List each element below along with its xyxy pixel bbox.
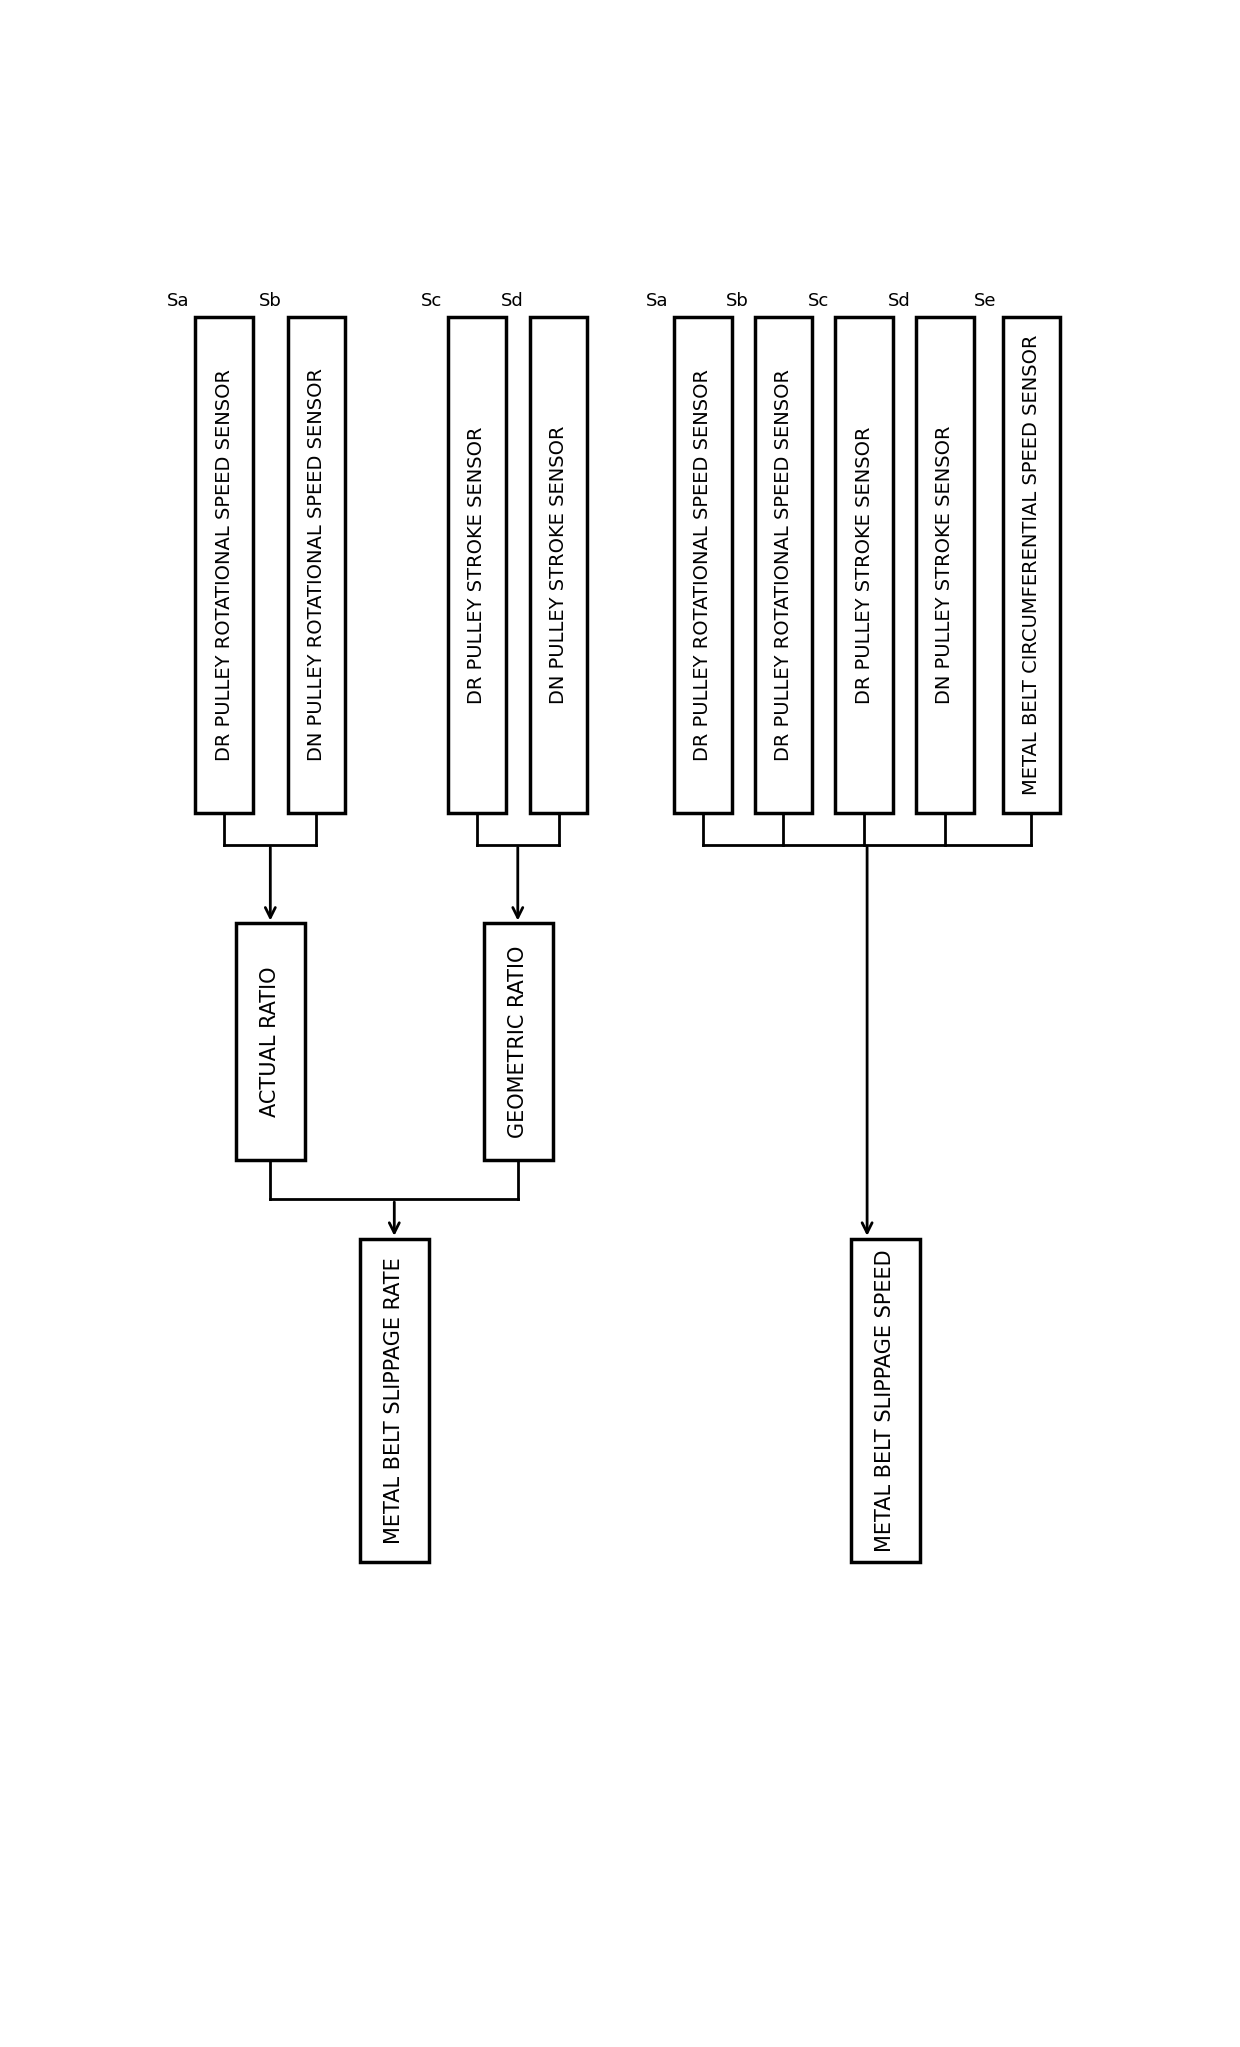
Text: Sa: Sa	[646, 293, 668, 311]
Text: Sa: Sa	[167, 293, 190, 311]
Bar	[529, 317, 588, 813]
Bar	[288, 317, 345, 813]
Text: DR PULLEY ROTATIONAL SPEED SENSOR: DR PULLEY ROTATIONAL SPEED SENSOR	[215, 368, 233, 761]
Text: DR PULLEY ROTATIONAL SPEED SENSOR: DR PULLEY ROTATIONAL SPEED SENSOR	[774, 368, 794, 761]
Bar	[484, 923, 553, 1161]
Text: DR PULLEY STROKE SENSOR: DR PULLEY STROKE SENSOR	[467, 426, 486, 704]
Text: DR PULLEY STROKE SENSOR: DR PULLEY STROKE SENSOR	[854, 426, 874, 704]
Text: METAL BELT SLIPPAGE SPEED: METAL BELT SLIPPAGE SPEED	[875, 1249, 895, 1552]
Text: Sc: Sc	[422, 293, 443, 311]
Bar	[755, 317, 812, 813]
Bar	[836, 317, 893, 813]
Bar	[1003, 317, 1060, 813]
Text: DN PULLEY ROTATIONAL SPEED SENSOR: DN PULLEY ROTATIONAL SPEED SENSOR	[308, 368, 326, 761]
Text: DR PULLEY ROTATIONAL SPEED SENSOR: DR PULLEY ROTATIONAL SPEED SENSOR	[693, 368, 712, 761]
Text: METAL BELT SLIPPAGE RATE: METAL BELT SLIPPAGE RATE	[384, 1257, 404, 1543]
Text: Sb: Sb	[259, 293, 281, 311]
Text: METAL BELT CIRCUMFERENTIAL SPEED SENSOR: METAL BELT CIRCUMFERENTIAL SPEED SENSOR	[1022, 334, 1040, 794]
Text: Sd: Sd	[501, 293, 525, 311]
Bar	[448, 317, 506, 813]
Text: DN PULLEY STROKE SENSOR: DN PULLEY STROKE SENSOR	[549, 426, 568, 704]
Text: Sc: Sc	[808, 293, 830, 311]
Text: GEOMETRIC RATIO: GEOMETRIC RATIO	[508, 946, 528, 1138]
Bar	[196, 317, 253, 813]
Bar	[236, 923, 305, 1161]
Text: Sb: Sb	[727, 293, 749, 311]
Text: DN PULLEY STROKE SENSOR: DN PULLEY STROKE SENSOR	[935, 426, 955, 704]
Bar	[675, 317, 732, 813]
Bar	[851, 1238, 920, 1562]
Bar	[360, 1238, 429, 1562]
Text: Sd: Sd	[888, 293, 910, 311]
Text: Se: Se	[975, 293, 997, 311]
Bar	[916, 317, 973, 813]
Text: ACTUAL RATIO: ACTUAL RATIO	[260, 966, 280, 1118]
